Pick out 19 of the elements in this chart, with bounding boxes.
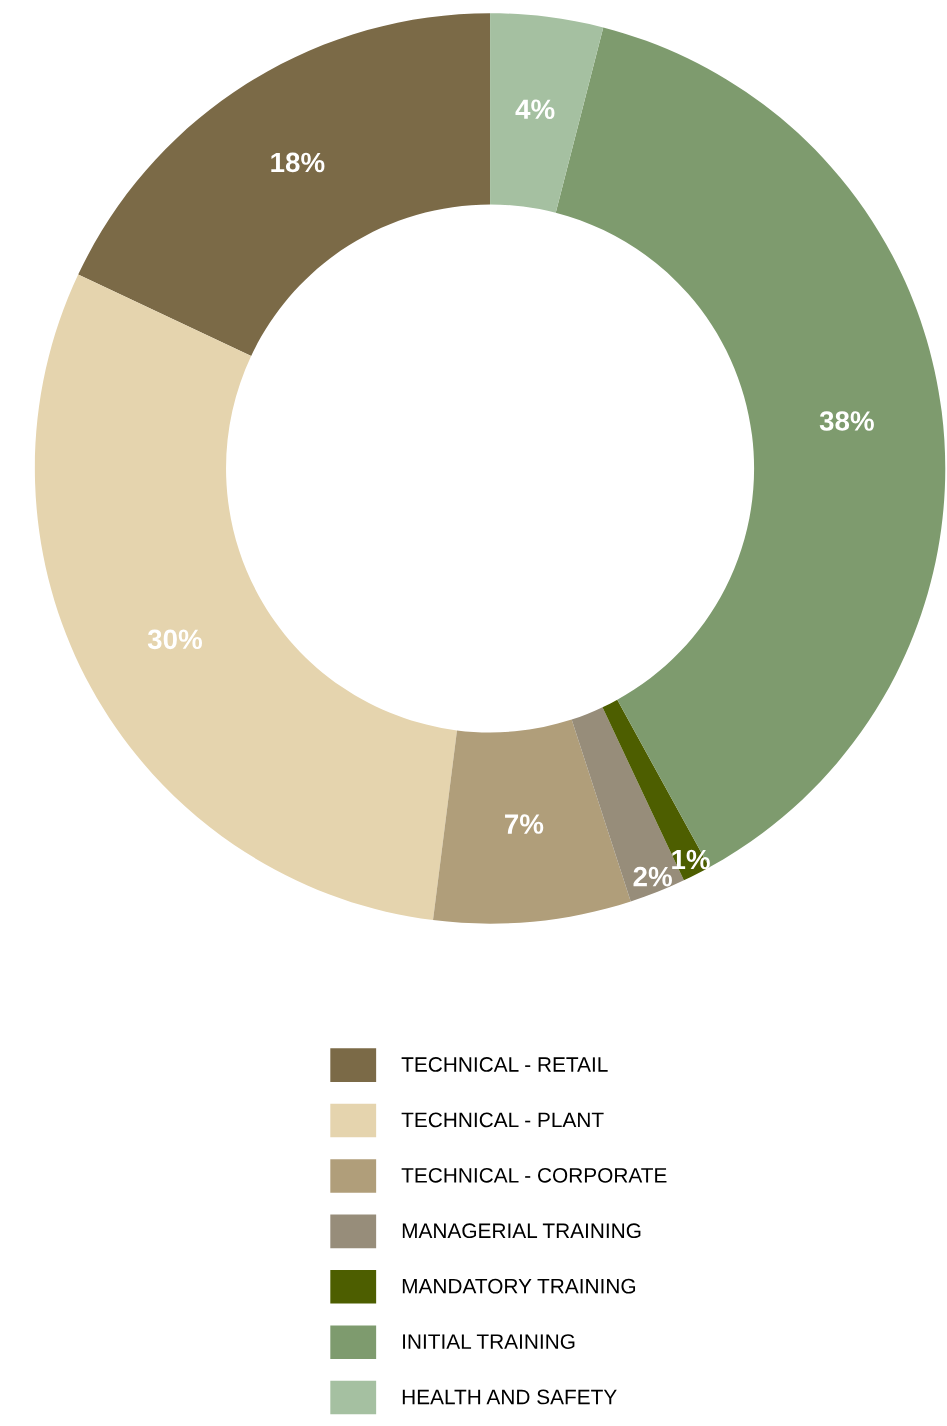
legend-label: TECHNICAL - PLANT bbox=[401, 1112, 604, 1128]
data-label: 4% bbox=[515, 99, 555, 120]
legend-label: TECHNICAL - CORPORATE bbox=[401, 1167, 667, 1183]
legend-label: MANAGERIAL TRAINING bbox=[402, 1223, 641, 1239]
legend-label: MANDATORY TRAINING bbox=[402, 1278, 636, 1294]
data-label: 2% bbox=[633, 866, 672, 887]
donut-slice bbox=[490, 13, 604, 213]
donut-slice bbox=[78, 13, 491, 357]
donut-slice bbox=[433, 719, 631, 924]
data-label: 30% bbox=[147, 629, 202, 650]
data-label: 38% bbox=[819, 411, 874, 431]
legend-label: INITIAL TRAINING bbox=[403, 1334, 575, 1349]
data-label: 7% bbox=[505, 814, 544, 834]
donut-slice bbox=[555, 27, 946, 868]
data-label: 18% bbox=[271, 152, 325, 173]
legend-label: HEALTH AND SAFETY bbox=[402, 1389, 617, 1405]
legend-label: TECHNICAL - RETAIL bbox=[401, 1057, 608, 1072]
donut-slice bbox=[34, 274, 457, 921]
data-label: 1% bbox=[672, 849, 710, 870]
